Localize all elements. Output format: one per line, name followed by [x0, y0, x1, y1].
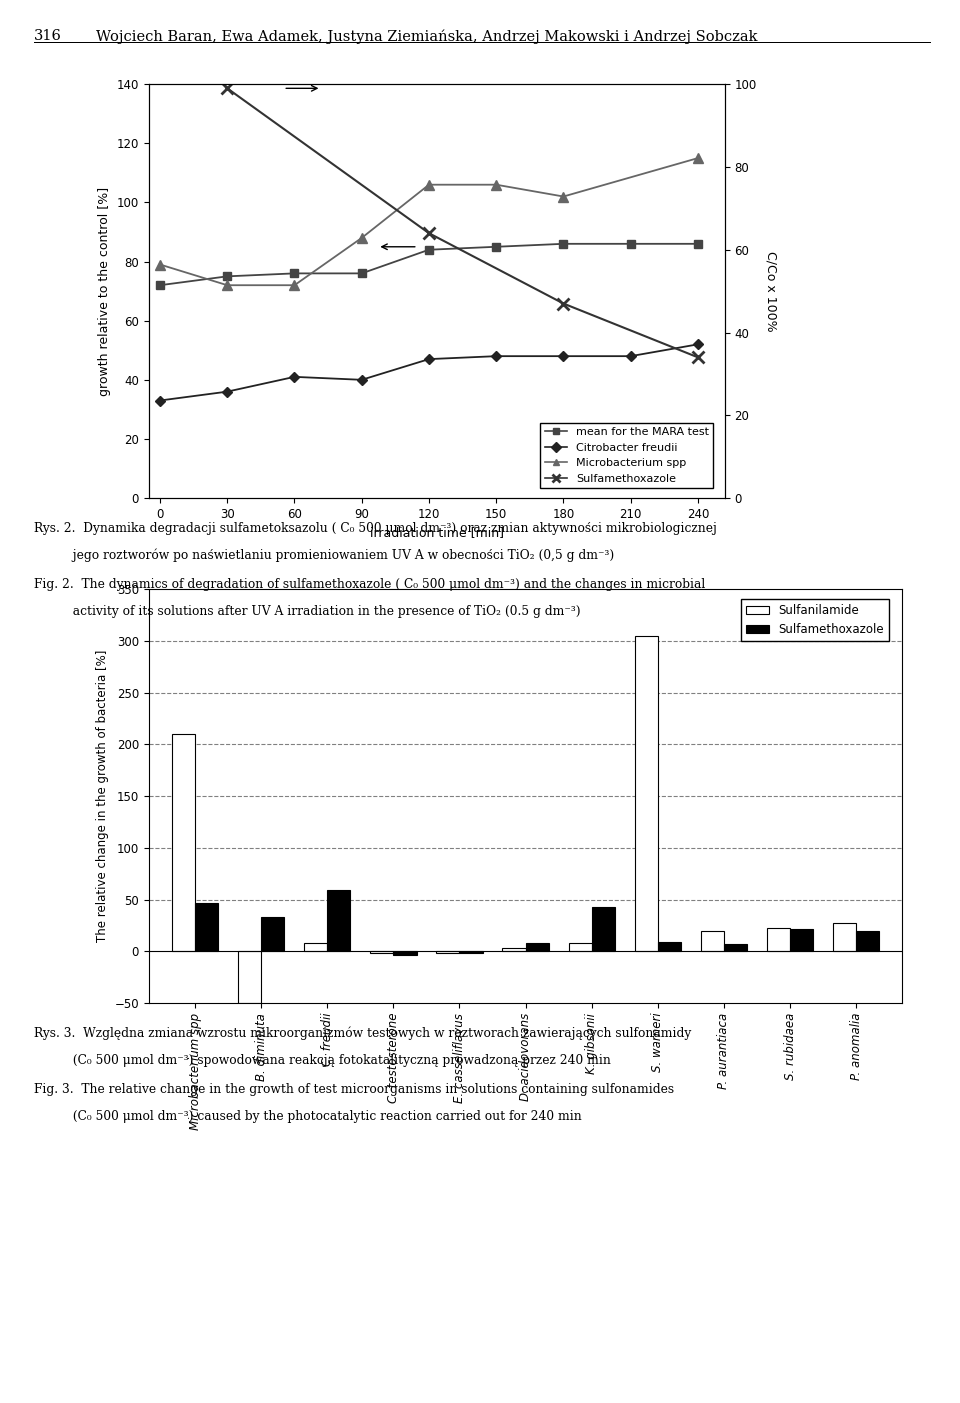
Bar	[437, 951, 460, 954]
Bar	[172, 734, 195, 951]
Bar	[502, 948, 526, 951]
Bar	[724, 944, 747, 951]
Text: (C₀ 500 μmol dm⁻³) caused by the photocatalytic reaction carried out for 240 min: (C₀ 500 μmol dm⁻³) caused by the photoca…	[34, 1110, 582, 1122]
Text: Fig. 3.  The relative change in the growth of test microorganisms in solutions c: Fig. 3. The relative change in the growt…	[34, 1083, 674, 1096]
Legend: mean for the MARA test, Citrobacter freudii, Microbacterium spp, Sulfamethoxazol: mean for the MARA test, Citrobacter freu…	[540, 422, 713, 488]
Bar	[460, 951, 483, 954]
Bar	[304, 943, 327, 951]
Y-axis label: C/Co x 100%: C/Co x 100%	[764, 251, 778, 331]
Bar	[371, 951, 394, 954]
Bar	[261, 918, 284, 951]
Text: Fig. 2.  The dynamics of degradation of sulfamethoxazole ( C₀ 500 μmol dm⁻³) and: Fig. 2. The dynamics of degradation of s…	[34, 578, 705, 591]
Text: Rys. 2.  Dynamika degradacji sulfametoksazolu ( C₀ 500 μmol dm⁻³) oraz zmian akt: Rys. 2. Dynamika degradacji sulfametoksa…	[34, 522, 716, 535]
Bar	[526, 943, 549, 951]
Bar	[591, 906, 614, 951]
Bar	[394, 951, 417, 954]
X-axis label: irradiation time [min]: irradiation time [min]	[370, 526, 504, 539]
Bar	[701, 930, 724, 951]
Bar	[856, 930, 879, 951]
Text: Rys. 3.  Względna zmiana wzrostu mikroorganizmów testowych w roztworach zawieraj: Rys. 3. Względna zmiana wzrostu mikroorg…	[34, 1027, 691, 1041]
Text: activity of its solutions after UV A irradiation in the presence of TiO₂ (0.5 g : activity of its solutions after UV A irr…	[34, 605, 580, 617]
Bar	[195, 902, 218, 951]
Bar	[238, 951, 261, 1003]
Bar	[635, 636, 658, 951]
Bar	[833, 923, 856, 951]
Y-axis label: growth relative to the control [%]: growth relative to the control [%]	[98, 187, 111, 396]
Bar	[327, 891, 350, 951]
Bar	[658, 941, 681, 951]
Text: Wojciech Baran, Ewa Adamek, Justyna Ziemiańska, Andrzej Makowski i Andrzej Sobcz: Wojciech Baran, Ewa Adamek, Justyna Ziem…	[96, 29, 757, 43]
Y-axis label: The relative change in the growth of bacteria [%]: The relative change in the growth of bac…	[96, 650, 108, 943]
Bar	[568, 943, 591, 951]
Legend: Sulfanilamide, Sulfamethoxazole: Sulfanilamide, Sulfamethoxazole	[741, 599, 889, 641]
Bar	[790, 929, 813, 951]
Text: (C₀ 500 μmol dm⁻³) spowodowana reakcją fotokatalityczną prowadzoną przez 240 min: (C₀ 500 μmol dm⁻³) spowodowana reakcją f…	[34, 1054, 611, 1066]
Bar	[767, 927, 790, 951]
Text: jego roztworów po naświetlaniu promieniowaniem UV A w obecności TiO₂ (0,5 g dm⁻³: jego roztworów po naświetlaniu promienio…	[34, 549, 613, 563]
Text: 316: 316	[34, 29, 61, 43]
